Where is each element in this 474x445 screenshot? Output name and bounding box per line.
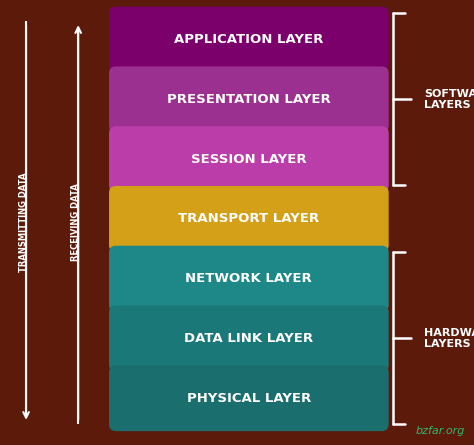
- Text: NETWORK LAYER: NETWORK LAYER: [185, 272, 312, 285]
- Text: TRANSMITTING DATA: TRANSMITTING DATA: [19, 173, 28, 272]
- FancyBboxPatch shape: [109, 186, 389, 252]
- FancyBboxPatch shape: [109, 246, 389, 312]
- FancyBboxPatch shape: [109, 126, 389, 192]
- Text: PRESENTATION LAYER: PRESENTATION LAYER: [167, 93, 331, 106]
- FancyBboxPatch shape: [109, 7, 389, 73]
- FancyBboxPatch shape: [109, 305, 389, 372]
- FancyBboxPatch shape: [109, 66, 389, 132]
- Text: HARDWARE
LAYERS: HARDWARE LAYERS: [424, 328, 474, 349]
- Text: DATA LINK LAYER: DATA LINK LAYER: [184, 332, 313, 345]
- FancyBboxPatch shape: [109, 365, 389, 431]
- Text: SOFTWARE
LAYERS: SOFTWARE LAYERS: [424, 89, 474, 110]
- Text: SESSION LAYER: SESSION LAYER: [191, 153, 307, 166]
- Text: TRANSPORT LAYER: TRANSPORT LAYER: [178, 212, 319, 226]
- Text: APPLICATION LAYER: APPLICATION LAYER: [174, 33, 324, 46]
- Text: RECEIVING DATA: RECEIVING DATA: [72, 184, 80, 261]
- Text: bzfar.org: bzfar.org: [415, 426, 465, 436]
- Text: PHYSICAL LAYER: PHYSICAL LAYER: [187, 392, 311, 405]
